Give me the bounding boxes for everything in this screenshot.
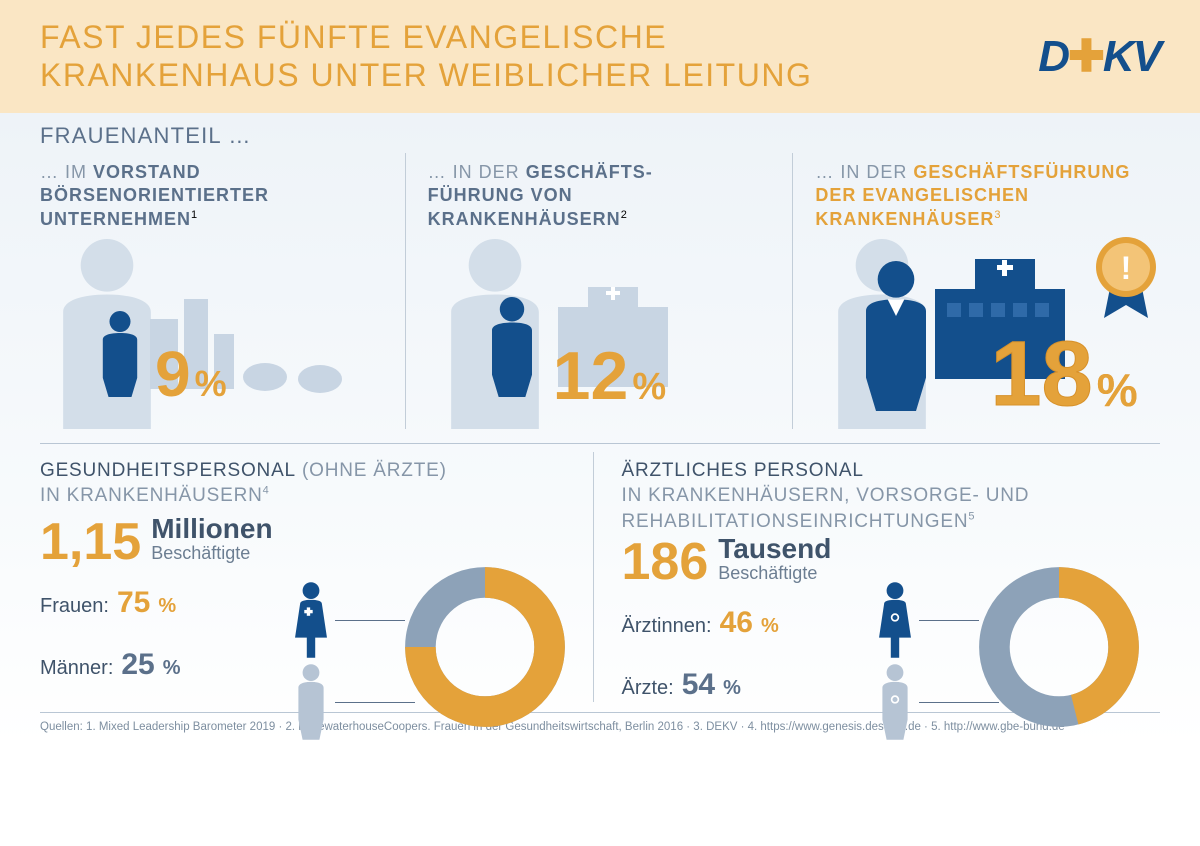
stat-col-2: … IN DER GESCHÄFTS- FÜHRUNG VON KRANKENH… [405, 153, 773, 429]
woman-doctor-icon [874, 582, 916, 658]
stat-3-value: 18% [990, 322, 1137, 427]
person-small-icon [483, 297, 541, 397]
title-line2: KRANKENHAUS UNTER WEIBLICHER LEITUNG [40, 57, 812, 93]
stat-col-3: … IN DER GESCHÄFTSFÜHRUNG DER EVANGELISC… [792, 153, 1160, 429]
woman-icon [290, 582, 332, 658]
page-title: FAST JEDES FÜNFTE EVANGELISCHE KRANKENHA… [40, 18, 1038, 95]
person-small-icon [95, 311, 145, 397]
stat-col-1-label: … IM VORSTAND BÖRSENORIENTIERTER UNTERNE… [40, 161, 385, 239]
main-content: FRAUENANTEIL … … IM VORSTAND BÖRSENORIEN… [0, 113, 1200, 745]
donut-chart-right [974, 562, 1144, 732]
section-label: FRAUENANTEIL … [40, 123, 252, 148]
medal-icon: ! [1086, 233, 1166, 323]
bottom-left-title: GESUNDHEITSPERSONAL (OHNE ÄRZTE) IN KRAN… [40, 458, 579, 509]
person-small-icon [853, 261, 939, 411]
header: FAST JEDES FÜNFTE EVANGELISCHE KRANKENHA… [0, 0, 1200, 113]
horizontal-divider [40, 443, 1160, 444]
svg-text:!: ! [1121, 250, 1132, 286]
bottom-right-col: ÄRZTLICHES PERSONAL IN KRANKENHÄUSERN, V… [593, 452, 1161, 702]
man-doctor-icon [874, 664, 916, 740]
stat-1-value: 9% [155, 337, 227, 411]
bottom-left-bignum: 1,15 Millionen Beschäftigte [40, 515, 579, 568]
stat-col-1: … IM VORSTAND BÖRSENORIENTIERTER UNTERNE… [40, 153, 385, 429]
connector-line [335, 620, 405, 621]
stat-col-2-label: … IN DER GESCHÄFTS- FÜHRUNG VON KRANKENH… [428, 161, 773, 239]
man-icon [290, 664, 332, 740]
stat-col-3-label: … IN DER GESCHÄFTSFÜHRUNG DER EVANGELISC… [815, 161, 1160, 239]
top-stats-row: … IM VORSTAND BÖRSENORIENTIERTER UNTERNE… [0, 153, 1200, 429]
bull-bear-icon [240, 347, 350, 397]
dekv-logo: D✚KV [1038, 31, 1160, 82]
bottom-stats-row: GESUNDHEITSPERSONAL (OHNE ÄRZTE) IN KRAN… [0, 452, 1200, 702]
stat-2-value: 12% [553, 337, 666, 415]
bottom-left-col: GESUNDHEITSPERSONAL (OHNE ÄRZTE) IN KRAN… [40, 452, 579, 702]
bottom-right-title: ÄRZTLICHES PERSONAL IN KRANKENHÄUSERN, V… [622, 458, 1161, 535]
connector-line [919, 620, 979, 621]
donut-chart-left [400, 562, 570, 732]
title-line1: FAST JEDES FÜNFTE EVANGELISCHE [40, 19, 667, 55]
